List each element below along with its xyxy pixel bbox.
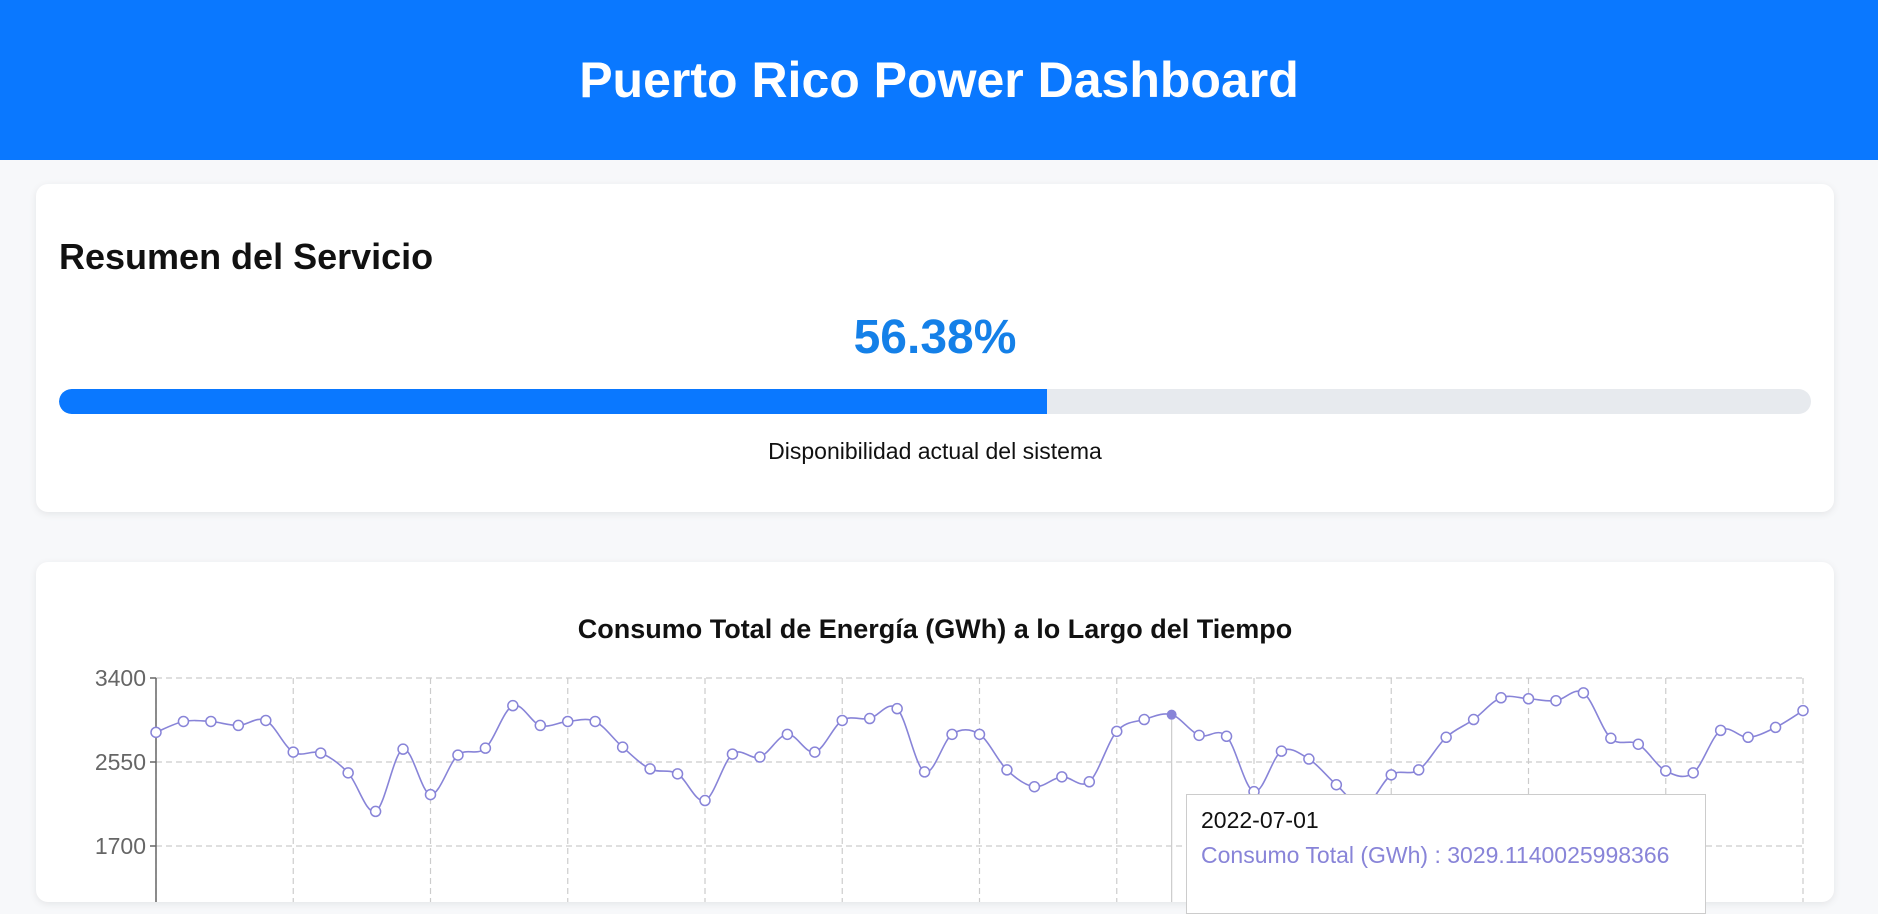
data-point	[1522, 693, 1535, 705]
availability-progress-bar	[59, 389, 1811, 414]
data-point	[1193, 729, 1205, 742]
data-point	[809, 746, 821, 758]
data-point	[1412, 764, 1425, 776]
data-point	[589, 715, 601, 728]
data-point	[616, 741, 629, 753]
data-point	[1660, 765, 1672, 777]
y-tick-label: 1700	[95, 833, 146, 859]
data-point	[1083, 776, 1096, 788]
data-point	[507, 699, 519, 712]
data-point	[1001, 764, 1013, 776]
data-point	[1714, 724, 1727, 737]
data-point	[534, 719, 547, 732]
energy-chart-card: Consumo Total de Energía (GWh) a lo Larg…	[36, 562, 1834, 914]
availability-caption: Disponibilidad actual del sistema	[768, 438, 1102, 464]
data-point	[754, 751, 766, 763]
availability-percent: 56.38%	[853, 311, 1017, 364]
data-point	[314, 747, 327, 759]
data-point	[1605, 732, 1617, 745]
data-point	[1797, 704, 1809, 717]
data-point	[1275, 745, 1288, 757]
data-point	[1550, 694, 1562, 707]
data-point	[1385, 769, 1397, 781]
tooltip-value: Consumo Total (GWh) : 3029.1140025998366	[1201, 842, 1670, 868]
data-point	[424, 788, 437, 801]
availability-progress-fill	[59, 389, 1047, 414]
data-point-active	[1166, 709, 1177, 720]
data-point	[1056, 771, 1068, 783]
data-point	[452, 749, 464, 761]
data-point	[946, 728, 958, 741]
chart-tooltip: 2022-07-01 Consumo Total (GWh) : 3029.11…	[1186, 794, 1706, 914]
data-point	[836, 714, 848, 727]
data-point	[1742, 731, 1754, 744]
data-point	[260, 714, 272, 727]
data-point	[973, 728, 986, 741]
data-point	[644, 763, 656, 775]
page-title: Puerto Rico Power Dashboard	[579, 52, 1299, 108]
data-point	[397, 743, 409, 755]
data-point	[150, 726, 162, 739]
summary-title: Resumen del Servicio	[59, 236, 434, 277]
data-point	[562, 715, 574, 728]
data-point	[1632, 738, 1645, 750]
data-point	[287, 746, 299, 758]
data-point	[1577, 687, 1590, 699]
data-point	[1495, 692, 1507, 704]
data-point	[1028, 780, 1041, 793]
data-point	[1769, 721, 1782, 734]
data-point	[177, 715, 190, 728]
dashboard-header: Puerto Rico Power Dashboard	[0, 0, 1878, 160]
data-point	[1440, 731, 1452, 744]
data-point	[1111, 725, 1123, 738]
data-point	[699, 794, 711, 807]
data-point	[205, 715, 217, 728]
y-tick-label: 3400	[95, 665, 146, 691]
data-point	[479, 742, 492, 754]
chart-title: Consumo Total de Energía (GWh) a lo Larg…	[577, 614, 1293, 644]
tooltip-date: 2022-07-01	[1201, 807, 1319, 833]
data-point	[1138, 713, 1150, 726]
data-point	[1467, 713, 1480, 726]
data-point	[342, 767, 354, 779]
data-point	[1303, 753, 1315, 765]
data-point	[671, 768, 684, 780]
y-tick-label: 2550	[95, 749, 146, 775]
data-point	[1687, 767, 1699, 779]
data-point	[891, 702, 903, 715]
service-summary-card: Resumen del Servicio 56.38% Disponibilid…	[36, 184, 1834, 512]
data-point	[232, 719, 245, 732]
data-point	[863, 712, 876, 725]
data-point	[918, 766, 931, 778]
data-point	[726, 748, 739, 760]
data-point	[369, 805, 382, 818]
data-point	[781, 728, 794, 741]
data-point	[1220, 730, 1233, 743]
data-point	[1330, 778, 1343, 791]
